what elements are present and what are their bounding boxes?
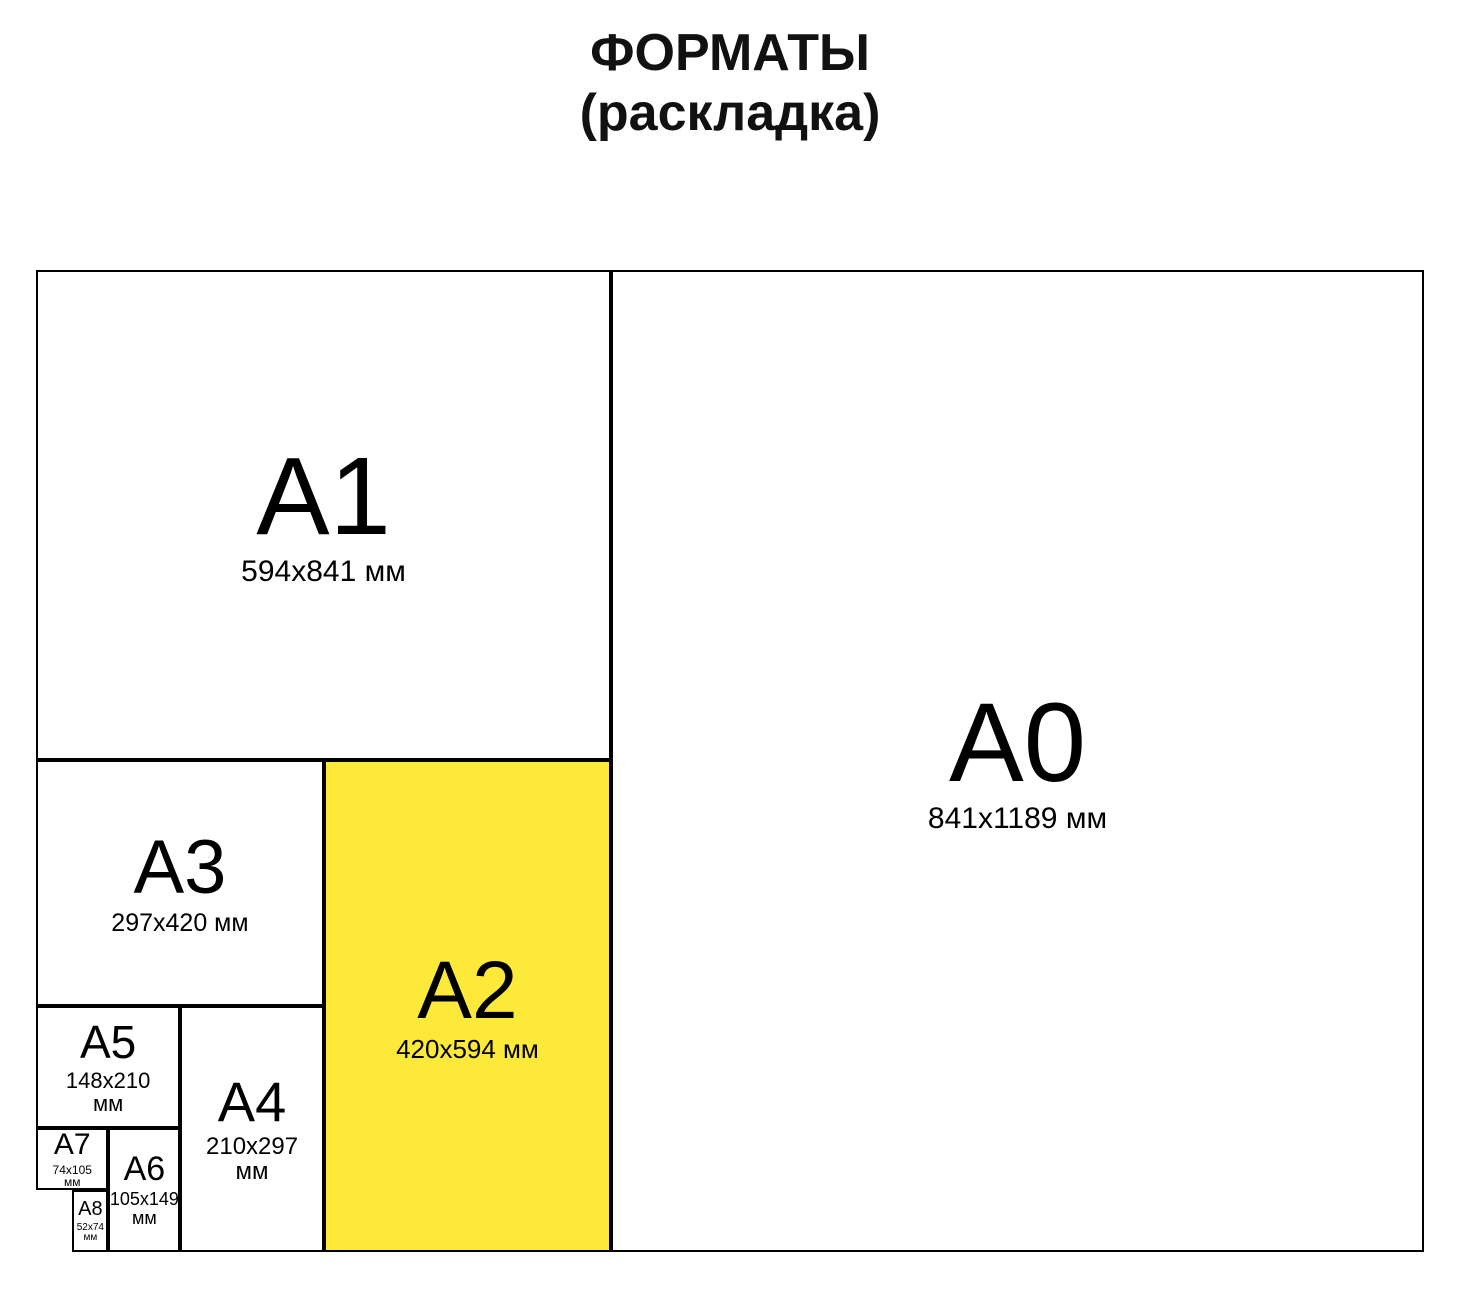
- page-title-line2: (раскладка): [0, 84, 1460, 144]
- paper-a6-dims: 105x149мм: [110, 1190, 179, 1228]
- paper-a3: A3 297x420 мм: [36, 760, 324, 1005]
- paper-a8-dims: 52x74мм: [77, 1223, 104, 1244]
- paper-a5-dims: 148x210мм: [66, 1069, 150, 1115]
- paper-a2-dims: 420x594 мм: [396, 1036, 539, 1063]
- paper-a0: A0 841x1189 мм: [611, 270, 1424, 1252]
- paper-a3-name: A3: [133, 830, 226, 906]
- paper-a6: A6 105x149мм: [108, 1128, 180, 1252]
- paper-size-diagram: A0 841x1189 мм A1 594x841 мм A2 420x594 мм A3 2…: [36, 270, 1424, 1252]
- page-title: ФОРМАТЫ (раскладка): [0, 24, 1460, 144]
- paper-a7: A7 74x105мм: [36, 1128, 108, 1190]
- paper-a5-name: A5: [80, 1019, 136, 1065]
- paper-a7-name: A7: [54, 1130, 91, 1160]
- paper-a4-dims: 210x297мм: [206, 1134, 298, 1184]
- paper-a2-name: A2: [417, 950, 517, 1032]
- paper-a8: A8 52x74мм: [72, 1190, 108, 1252]
- paper-a1-name: A1: [256, 442, 391, 552]
- paper-a7-dims: 74x105мм: [53, 1164, 92, 1189]
- paper-a3-dims: 297x420 мм: [111, 910, 248, 936]
- paper-a5: A5148x210мм: [36, 1006, 180, 1129]
- page: ФОРМАТЫ (раскладка) A0 841x1189 мм A1 594x8…: [0, 0, 1460, 1292]
- paper-a6-name: A6: [124, 1152, 166, 1186]
- paper-a0-name: A0: [949, 687, 1086, 799]
- paper-a8-name: A8: [78, 1199, 102, 1219]
- page-title-line1: ФОРМАТЫ: [0, 24, 1460, 84]
- paper-a1: A1 594x841 мм: [36, 270, 611, 760]
- paper-a1-dims: 594x841 мм: [241, 556, 406, 588]
- paper-a4-name: A4: [218, 1074, 287, 1130]
- paper-a0-dims: 841x1189 мм: [928, 803, 1107, 835]
- paper-a4: A4210x297мм: [180, 1006, 324, 1252]
- paper-a2: A2 420x594 мм: [324, 760, 611, 1252]
